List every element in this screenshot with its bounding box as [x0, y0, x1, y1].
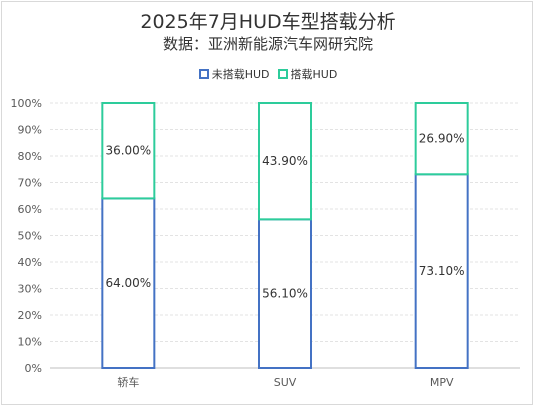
- chart-title: 2025年7月HUD车型搭载分析: [140, 11, 396, 33]
- legend-swatch-not-equipped: [198, 69, 209, 79]
- legend-label-not-equipped: 未搭载HUD: [211, 68, 270, 81]
- y-tick-label: 90%: [18, 124, 42, 137]
- y-tick-label: 70%: [18, 177, 42, 190]
- legend: 未搭载HUD 搭载HUD: [0, 66, 536, 82]
- bar-not-equipped: [101, 197, 156, 369]
- y-tick-label: 60%: [18, 203, 42, 216]
- legend-item-equipped[interactable]: 搭载HUD: [277, 66, 338, 82]
- legend-swatch-equipped: [277, 69, 288, 79]
- x-category-label: MPV: [430, 376, 454, 389]
- y-tick-label: 20%: [18, 309, 42, 322]
- bar-not-equipped: [258, 218, 312, 369]
- y-tick-label: 80%: [18, 150, 42, 163]
- legend-label-equipped: 搭载HUD: [290, 68, 338, 81]
- y-tick-label: 50%: [18, 230, 42, 243]
- y-tick-label: 100%: [11, 97, 42, 110]
- data-label: 43.90%: [262, 154, 308, 168]
- legend-item-not-equipped[interactable]: 未搭载HUD: [198, 66, 270, 82]
- x-category-label: SUV: [274, 376, 297, 389]
- bar-not-equipped: [414, 173, 469, 369]
- y-tick-label: 40%: [18, 256, 42, 269]
- data-label: 73.10%: [419, 264, 465, 278]
- data-label: 26.90%: [419, 132, 465, 146]
- y-tick-label: 30%: [18, 283, 42, 296]
- data-label: 56.10%: [262, 287, 308, 301]
- y-tick-label: 10%: [18, 336, 42, 349]
- x-category-label: 轿车: [117, 375, 139, 389]
- bar-equipped: [101, 102, 156, 200]
- data-label: 64.00%: [105, 276, 151, 290]
- chart-subtitle: 数据：亚洲新能源汽车网研究院: [162, 35, 373, 53]
- bar-equipped: [414, 102, 469, 176]
- data-label: 36.00%: [105, 144, 151, 158]
- y-tick-label: 0%: [25, 362, 42, 375]
- bar-equipped: [258, 102, 312, 221]
